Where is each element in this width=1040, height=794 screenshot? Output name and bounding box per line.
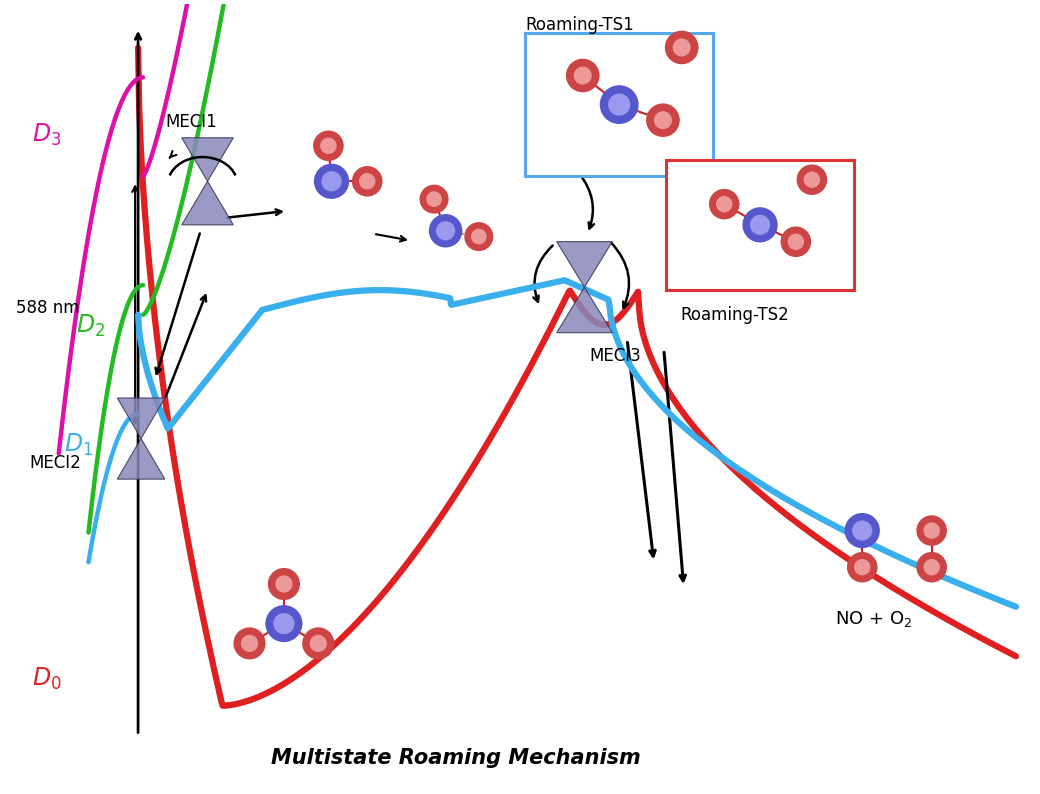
Circle shape: [744, 208, 777, 241]
Circle shape: [798, 165, 827, 195]
Circle shape: [917, 553, 946, 582]
Circle shape: [608, 94, 629, 115]
Text: $D_3$: $D_3$: [32, 121, 61, 148]
Circle shape: [465, 223, 493, 250]
FancyBboxPatch shape: [666, 160, 854, 290]
Text: NO + O$_2$: NO + O$_2$: [835, 608, 913, 629]
Circle shape: [600, 86, 638, 123]
Circle shape: [781, 227, 810, 256]
Circle shape: [314, 164, 348, 198]
Circle shape: [430, 214, 462, 247]
Circle shape: [925, 523, 939, 538]
Circle shape: [574, 67, 591, 84]
Circle shape: [917, 516, 946, 545]
FancyBboxPatch shape: [525, 33, 713, 176]
Polygon shape: [182, 137, 233, 181]
Circle shape: [353, 167, 382, 196]
Circle shape: [709, 190, 738, 218]
Circle shape: [314, 131, 343, 160]
Circle shape: [853, 521, 872, 540]
Circle shape: [322, 172, 341, 191]
Text: 588 nm: 588 nm: [16, 299, 80, 317]
Circle shape: [647, 104, 679, 137]
Text: MECI1: MECI1: [165, 113, 217, 131]
Circle shape: [925, 560, 939, 575]
Polygon shape: [182, 181, 233, 225]
Circle shape: [266, 606, 302, 642]
Circle shape: [673, 39, 690, 56]
Text: $D_0$: $D_0$: [32, 666, 61, 692]
Polygon shape: [556, 287, 613, 333]
Circle shape: [437, 222, 454, 240]
Circle shape: [321, 138, 336, 153]
Circle shape: [567, 60, 599, 91]
Circle shape: [472, 229, 486, 244]
Circle shape: [855, 560, 869, 575]
Text: MECI2: MECI2: [29, 454, 81, 472]
Circle shape: [848, 553, 877, 582]
Polygon shape: [118, 438, 165, 479]
Circle shape: [303, 628, 334, 659]
Circle shape: [360, 174, 374, 189]
Circle shape: [310, 635, 327, 651]
Circle shape: [274, 614, 294, 634]
Polygon shape: [556, 241, 613, 287]
Text: Roaming-TS2: Roaming-TS2: [681, 306, 789, 324]
Text: $D_1$: $D_1$: [63, 431, 93, 457]
Text: Multistate Roaming Mechanism: Multistate Roaming Mechanism: [270, 748, 641, 768]
Circle shape: [427, 192, 441, 206]
Text: Roaming-TS1: Roaming-TS1: [525, 16, 633, 34]
Circle shape: [654, 112, 671, 129]
Text: $D_2$: $D_2$: [76, 313, 105, 339]
Circle shape: [234, 628, 265, 659]
Circle shape: [751, 215, 770, 234]
Circle shape: [268, 569, 300, 599]
Circle shape: [666, 31, 698, 64]
Circle shape: [420, 185, 448, 213]
Text: MECI3: MECI3: [590, 348, 642, 365]
Circle shape: [717, 197, 732, 212]
Polygon shape: [118, 398, 165, 438]
Circle shape: [241, 635, 258, 651]
Circle shape: [804, 172, 820, 187]
Circle shape: [276, 576, 292, 592]
Circle shape: [846, 514, 879, 548]
Circle shape: [788, 234, 804, 249]
